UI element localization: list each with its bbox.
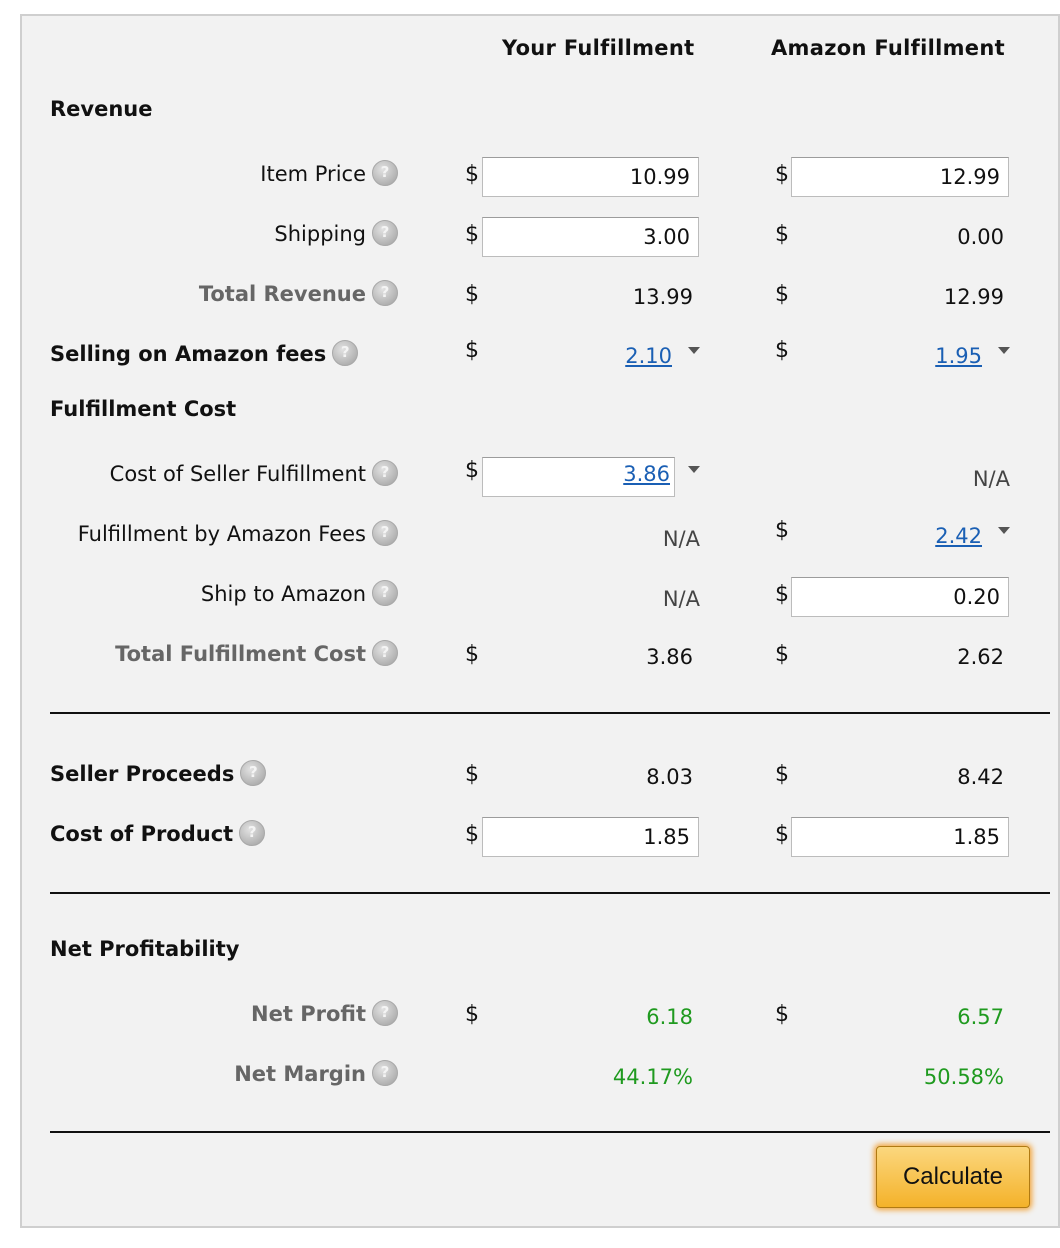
selling-fees-label-text: Selling on Amazon fees [50,342,327,366]
divider [50,892,1050,894]
net-profit-label-text: Net Profit [251,1002,366,1026]
help-icon[interactable] [372,640,398,666]
item-price-label: Item Price [260,160,398,188]
item-price-amazon-input[interactable] [791,157,1009,197]
total-revenue-amazon-value: 12.99 [943,285,1004,309]
currency-symbol: $ [465,762,479,787]
seller-proceeds-label: Seller Proceeds [50,760,267,788]
caret-down-icon[interactable] [998,347,1010,354]
seller-fulfillment-label-text: Cost of Seller Fulfillment [109,462,366,486]
help-icon[interactable] [240,760,267,786]
help-icon[interactable] [372,280,398,306]
ship-to-amazon-your-value: N/A [662,587,700,611]
currency-symbol: $ [775,762,789,787]
currency-symbol: $ [775,582,789,607]
currency-symbol: $ [775,282,789,307]
caret-down-icon[interactable] [688,466,700,473]
help-icon[interactable] [372,160,398,186]
currency-symbol: $ [465,338,479,363]
help-icon[interactable] [372,1000,398,1026]
item-price-label-text: Item Price [260,162,366,186]
fba-fees-label-text: Fulfillment by Amazon Fees [77,522,366,546]
cost-of-product-label-text: Cost of Product [50,822,234,846]
net-margin-label-text: Net Margin [234,1062,366,1086]
net-margin-label: Net Margin [234,1060,398,1088]
total-fulfillment-amazon-value: 2.62 [957,645,1004,669]
help-icon[interactable] [372,220,398,246]
help-icon[interactable] [332,340,359,366]
section-net-profitability: Net Profitability [50,937,240,961]
currency-symbol: $ [775,1002,789,1027]
divider [50,712,1050,714]
selling-fees-label: Selling on Amazon fees [50,340,359,368]
currency-symbol: $ [775,822,789,847]
total-fulfillment-label-text: Total Fulfillment Cost [115,642,366,666]
item-price-your-input[interactable] [482,157,699,197]
selling-fees-your-link[interactable]: 2.10 [625,344,672,368]
help-icon[interactable] [239,820,266,846]
shipping-your-input[interactable] [482,217,699,257]
currency-symbol: $ [775,222,789,247]
total-revenue-label: Total Revenue [198,280,398,308]
total-fulfillment-your-value: 3.86 [646,645,693,669]
calculator-panel [20,14,1060,1228]
currency-symbol: $ [465,822,479,847]
total-revenue-label-text: Total Revenue [198,282,366,306]
fba-fees-amazon-link[interactable]: 2.42 [935,524,982,548]
caret-down-icon[interactable] [688,347,700,354]
caret-down-icon[interactable] [998,527,1010,534]
currency-symbol: $ [465,222,479,247]
seller-fulfillment-your-input[interactable]: 3.86 [482,457,675,497]
section-revenue: Revenue [50,97,153,121]
shipping-amazon-value: 0.00 [957,225,1004,249]
net-margin-your-value: 44.17% [612,1065,693,1089]
seller-proceeds-amazon-value: 8.42 [957,765,1004,789]
seller-fulfillment-your-link[interactable]: 3.86 [623,462,670,486]
net-profit-label: Net Profit [251,1000,398,1028]
calculate-button[interactable]: Calculate [876,1146,1030,1208]
seller-fulfillment-amazon-value: N/A [972,467,1010,491]
shipping-label: Shipping [274,220,398,248]
currency-symbol: $ [775,162,789,187]
net-margin-amazon-value: 50.58% [923,1065,1004,1089]
cost-of-product-your-input[interactable] [482,817,699,857]
ship-to-amazon-label: Ship to Amazon [200,580,398,608]
fba-fees-your-value: N/A [662,527,700,551]
net-profit-amazon-value: 6.57 [957,1005,1004,1029]
cost-of-product-label: Cost of Product [50,820,266,848]
seller-proceeds-label-text: Seller Proceeds [50,762,235,786]
column-header-amazon: Amazon Fulfillment [771,36,1005,60]
ship-to-amazon-amazon-input[interactable] [791,577,1009,617]
cost-of-product-amazon-input[interactable] [791,817,1009,857]
total-revenue-your-value: 13.99 [632,285,693,309]
currency-symbol: $ [775,642,789,667]
shipping-label-text: Shipping [274,222,366,246]
column-header-your: Your Fulfillment [502,36,695,60]
currency-symbol: $ [465,642,479,667]
total-fulfillment-label: Total Fulfillment Cost [115,640,398,668]
currency-symbol: $ [465,458,479,483]
ship-to-amazon-label-text: Ship to Amazon [200,582,366,606]
selling-fees-amazon-link[interactable]: 1.95 [935,344,982,368]
currency-symbol: $ [775,338,789,363]
currency-symbol: $ [465,282,479,307]
section-fulfillment-cost: Fulfillment Cost [50,397,237,421]
currency-symbol: $ [465,162,479,187]
currency-symbol: $ [465,1002,479,1027]
seller-fulfillment-label: Cost of Seller Fulfillment [109,460,398,488]
fba-fees-label: Fulfillment by Amazon Fees [77,520,398,548]
help-icon[interactable] [372,1060,398,1086]
currency-symbol: $ [775,518,789,543]
help-icon[interactable] [372,460,398,486]
seller-proceeds-your-value: 8.03 [646,765,693,789]
net-profit-your-value: 6.18 [646,1005,693,1029]
help-icon[interactable] [372,520,398,546]
divider [50,1131,1050,1133]
help-icon[interactable] [372,580,398,606]
